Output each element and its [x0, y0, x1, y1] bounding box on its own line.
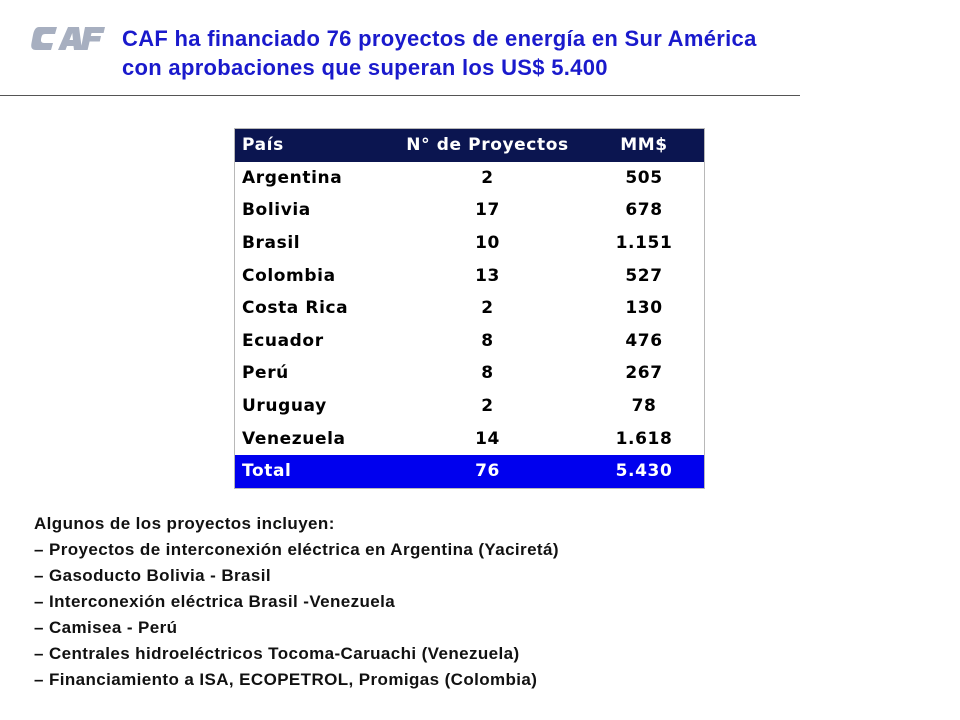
row-country: Costa Rica: [235, 291, 391, 325]
total-amount: 5.430: [584, 454, 704, 488]
row-amount: 678: [584, 194, 704, 227]
header-projects: N° de Proyectos: [406, 135, 569, 156]
table-row: Brasil 10 1.151: [235, 226, 704, 260]
notes-item: – Proyectos de interconexión eléctrica e…: [34, 540, 559, 559]
header-country: País: [242, 135, 284, 156]
notes-item: – Centrales hidroeléctricos Tocoma-Carua…: [34, 644, 520, 663]
row-country: Colombia: [235, 259, 391, 292]
notes-item: – Camisea - Perú: [34, 618, 178, 637]
notes-intro: Algunos de los proyectos incluyen:: [34, 514, 335, 533]
total-projects: 76: [391, 454, 584, 488]
row-amount: 1.618: [584, 422, 704, 455]
row-country: Venezuela: [235, 422, 391, 455]
page-title: CAF ha financiado 76 proyectos de energí…: [122, 24, 922, 82]
table-row: Argentina 2 505: [235, 161, 704, 195]
table-row: Costa Rica 2 130: [235, 291, 704, 325]
table-row: Perú 8 267: [235, 357, 704, 390]
table-row: Uruguay 2 78: [235, 389, 704, 423]
row-projects: 2: [391, 389, 584, 423]
row-amount: 527: [584, 259, 704, 292]
row-projects: 14: [391, 422, 584, 455]
projects-table-container: País N° de Proyectos MM$ Argentina 2 505…: [234, 128, 705, 489]
row-country: Argentina: [235, 161, 391, 195]
row-country: Uruguay: [235, 389, 391, 423]
row-projects: 13: [391, 259, 584, 292]
row-projects: 8: [391, 324, 584, 358]
row-amount: 1.151: [584, 226, 704, 260]
table-row: Colombia 13 527: [235, 259, 704, 292]
table-header-row: País N° de Proyectos MM$: [235, 129, 704, 162]
row-amount: 505: [584, 161, 704, 195]
title-line-1: CAF ha financiado 76 proyectos de energí…: [122, 26, 757, 51]
row-projects: 10: [391, 226, 584, 260]
caf-logo-mark: [25, 16, 109, 60]
table-total-row: Total 76 5.430: [235, 454, 704, 488]
row-amount: 78: [584, 389, 704, 423]
caf-logo: [25, 16, 109, 60]
row-projects: 17: [391, 194, 584, 227]
total-label: Total: [235, 454, 391, 488]
row-amount: 476: [584, 324, 704, 358]
row-country: Bolivia: [235, 194, 391, 227]
row-projects: 8: [391, 357, 584, 390]
notes-item: – Interconexión eléctrica Brasil -Venezu…: [34, 592, 396, 611]
title-line-2: con aprobaciones que superan los US$ 5.4…: [122, 55, 608, 80]
table-row: Venezuela 14 1.618: [235, 422, 704, 455]
row-projects: 2: [391, 291, 584, 325]
title-divider: [0, 95, 800, 96]
table-row: Ecuador 8 476: [235, 324, 704, 358]
row-country: Perú: [235, 357, 391, 390]
row-country: Ecuador: [235, 324, 391, 358]
row-amount: 130: [584, 291, 704, 325]
row-country: Brasil: [235, 226, 391, 260]
row-projects: 2: [391, 161, 584, 195]
table-row: Bolivia 17 678: [235, 194, 704, 227]
projects-table: País N° de Proyectos MM$ Argentina 2 505…: [235, 129, 704, 488]
row-amount: 267: [584, 357, 704, 390]
projects-notes: Algunos de los proyectos incluyen: – Pro…: [34, 511, 934, 693]
notes-item: – Financiamiento a ISA, ECOPETROL, Promi…: [34, 670, 538, 689]
header-amount: MM$: [620, 135, 668, 156]
notes-item: – Gasoducto Bolivia - Brasil: [34, 566, 271, 585]
